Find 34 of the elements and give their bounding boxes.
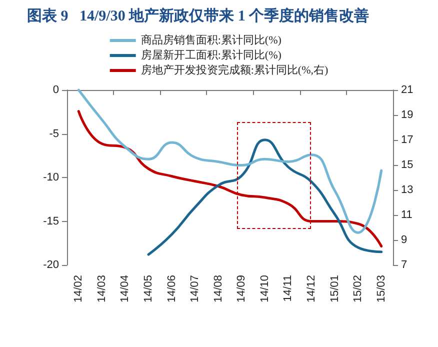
y2-tick-label: 13 bbox=[401, 184, 414, 196]
x-tick-label: 14/06 bbox=[166, 275, 178, 303]
y2-tick-label: 19 bbox=[401, 109, 414, 121]
legend-label: 商品房销售面积:累计同比(%) bbox=[140, 34, 282, 46]
y-tick-label: -20 bbox=[43, 259, 59, 271]
y2-tick-label: 11 bbox=[401, 209, 412, 221]
y2-tick-label: 17 bbox=[401, 134, 414, 146]
y2-tick-label: 15 bbox=[401, 159, 414, 171]
x-tick-label: 15/02 bbox=[352, 275, 364, 303]
x-tick-label: 14/08 bbox=[212, 275, 224, 303]
x-tick-label: 14/07 bbox=[189, 275, 202, 303]
x-tick-label: 14/12 bbox=[306, 275, 318, 303]
x-tick-label: 14/03 bbox=[96, 275, 108, 303]
y-tick-label: -5 bbox=[49, 128, 59, 140]
y-tick-label: -15 bbox=[43, 215, 59, 228]
y2-tick-label: 9 bbox=[401, 234, 408, 246]
x-tick-label: 14/02 bbox=[72, 275, 85, 303]
legend-label: 房屋新开工面积:累计同比(%) bbox=[140, 48, 282, 62]
x-tick-label: 14/11 bbox=[282, 275, 294, 302]
legend-label: 房地产开发投资完成额:累计同比(%,右) bbox=[140, 64, 328, 76]
chart-title: 图表 9 14/9/30 地产新政仅带来 1 个季度的销售改善 bbox=[27, 6, 370, 24]
line-series bbox=[77, 88, 383, 234]
y-tick-label: -10 bbox=[43, 172, 59, 184]
x-tick-label: 14/10 bbox=[258, 275, 271, 303]
y2-tick-label: 7 bbox=[401, 259, 408, 271]
line-series bbox=[77, 110, 383, 248]
y2-tick-label: 21 bbox=[401, 84, 414, 96]
x-tick-label: 14/05 bbox=[142, 275, 154, 303]
x-tick-label: 14/04 bbox=[119, 275, 132, 303]
x-tick-label: 14/09 bbox=[236, 275, 248, 303]
line-series bbox=[147, 138, 383, 256]
x-tick-label: 15/01 bbox=[328, 275, 341, 303]
y-tick-label: 0 bbox=[52, 84, 59, 96]
x-tick-label: 15/03 bbox=[375, 275, 388, 303]
